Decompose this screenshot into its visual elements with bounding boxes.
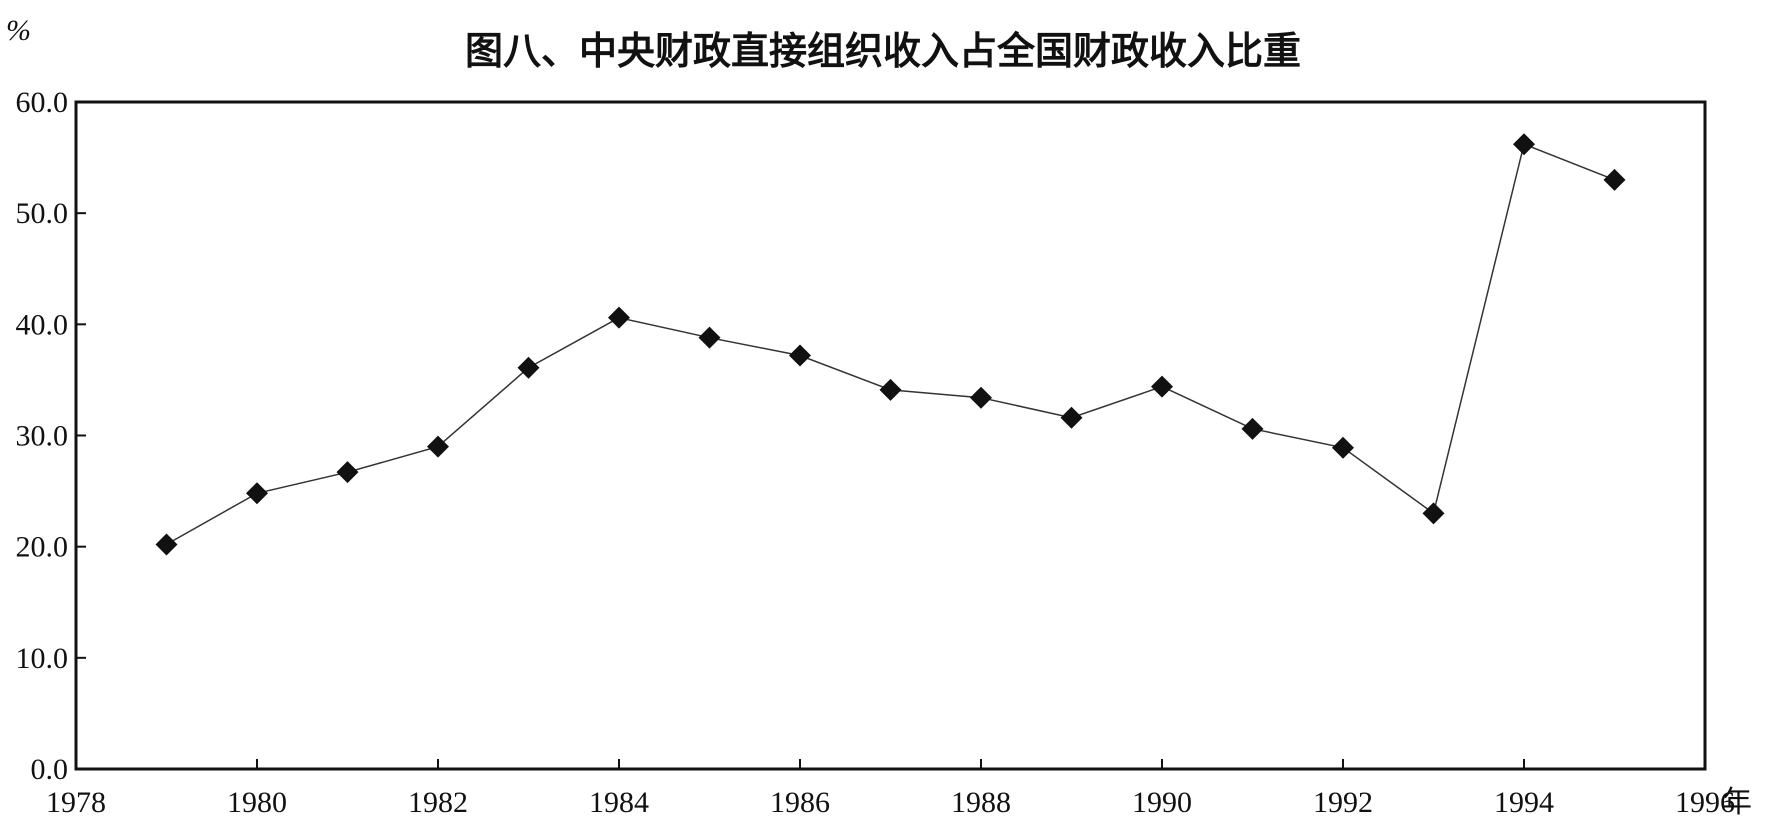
plot-frame [74,100,1707,771]
x-axis-unit-label: 年 [1722,785,1752,820]
x-tick-label: 1980 [227,786,287,819]
y-tick-label: 40.0 [16,308,69,341]
y-tick-label: 0.0 [31,753,69,786]
data-point-marker [246,482,268,505]
y-tick-label: 20.0 [16,531,69,564]
x-tick-label: 1978 [46,786,106,819]
data-point-marker [336,461,359,484]
series-layer [155,133,1626,556]
data-point-marker [155,533,178,556]
y-axis-unit-label: % [6,14,31,47]
data-point-marker [608,306,630,329]
data-point-marker [1513,133,1535,156]
data-point-marker [879,378,902,401]
data-point-marker [517,356,540,379]
x-tick-label: 1988 [951,786,1011,819]
data-point-marker [427,435,449,458]
data-point-marker [1603,168,1626,191]
x-tick-label: 1984 [589,786,649,819]
data-point-marker [1422,502,1445,525]
y-tick-label: 10.0 [16,642,69,675]
x-tick-label: 1994 [1494,786,1554,819]
x-tick-label: 1992 [1313,786,1373,819]
data-point-marker [789,344,811,367]
data-point-marker [1060,406,1083,429]
y-tick-label: 50.0 [16,197,69,230]
series-line [166,143,1615,546]
data-point-marker [970,386,992,409]
data-point-marker [1332,436,1354,459]
data-point-marker [1151,375,1173,398]
x-tick-label: 1982 [408,786,468,819]
x-tick-label: 1986 [770,786,830,819]
x-axis: 1978 1980 1982 1984 1986 1988 1990 1992 1994 1996 [46,759,1735,819]
x-tick-label: 1996 [1675,786,1735,819]
y-tick-label: 30.0 [16,420,69,453]
data-point-marker [1241,417,1264,440]
chart-title: 图八、中央财政直接组织收入占全国财政收入比重 [465,29,1301,73]
data-point-marker [698,326,721,349]
x-tick-label: 1990 [1132,786,1192,819]
y-tick-label: 60.0 [16,86,69,119]
y-axis: 0.0 10.0 20.0 30.0 40.0 50.0 60.0 [16,86,86,786]
